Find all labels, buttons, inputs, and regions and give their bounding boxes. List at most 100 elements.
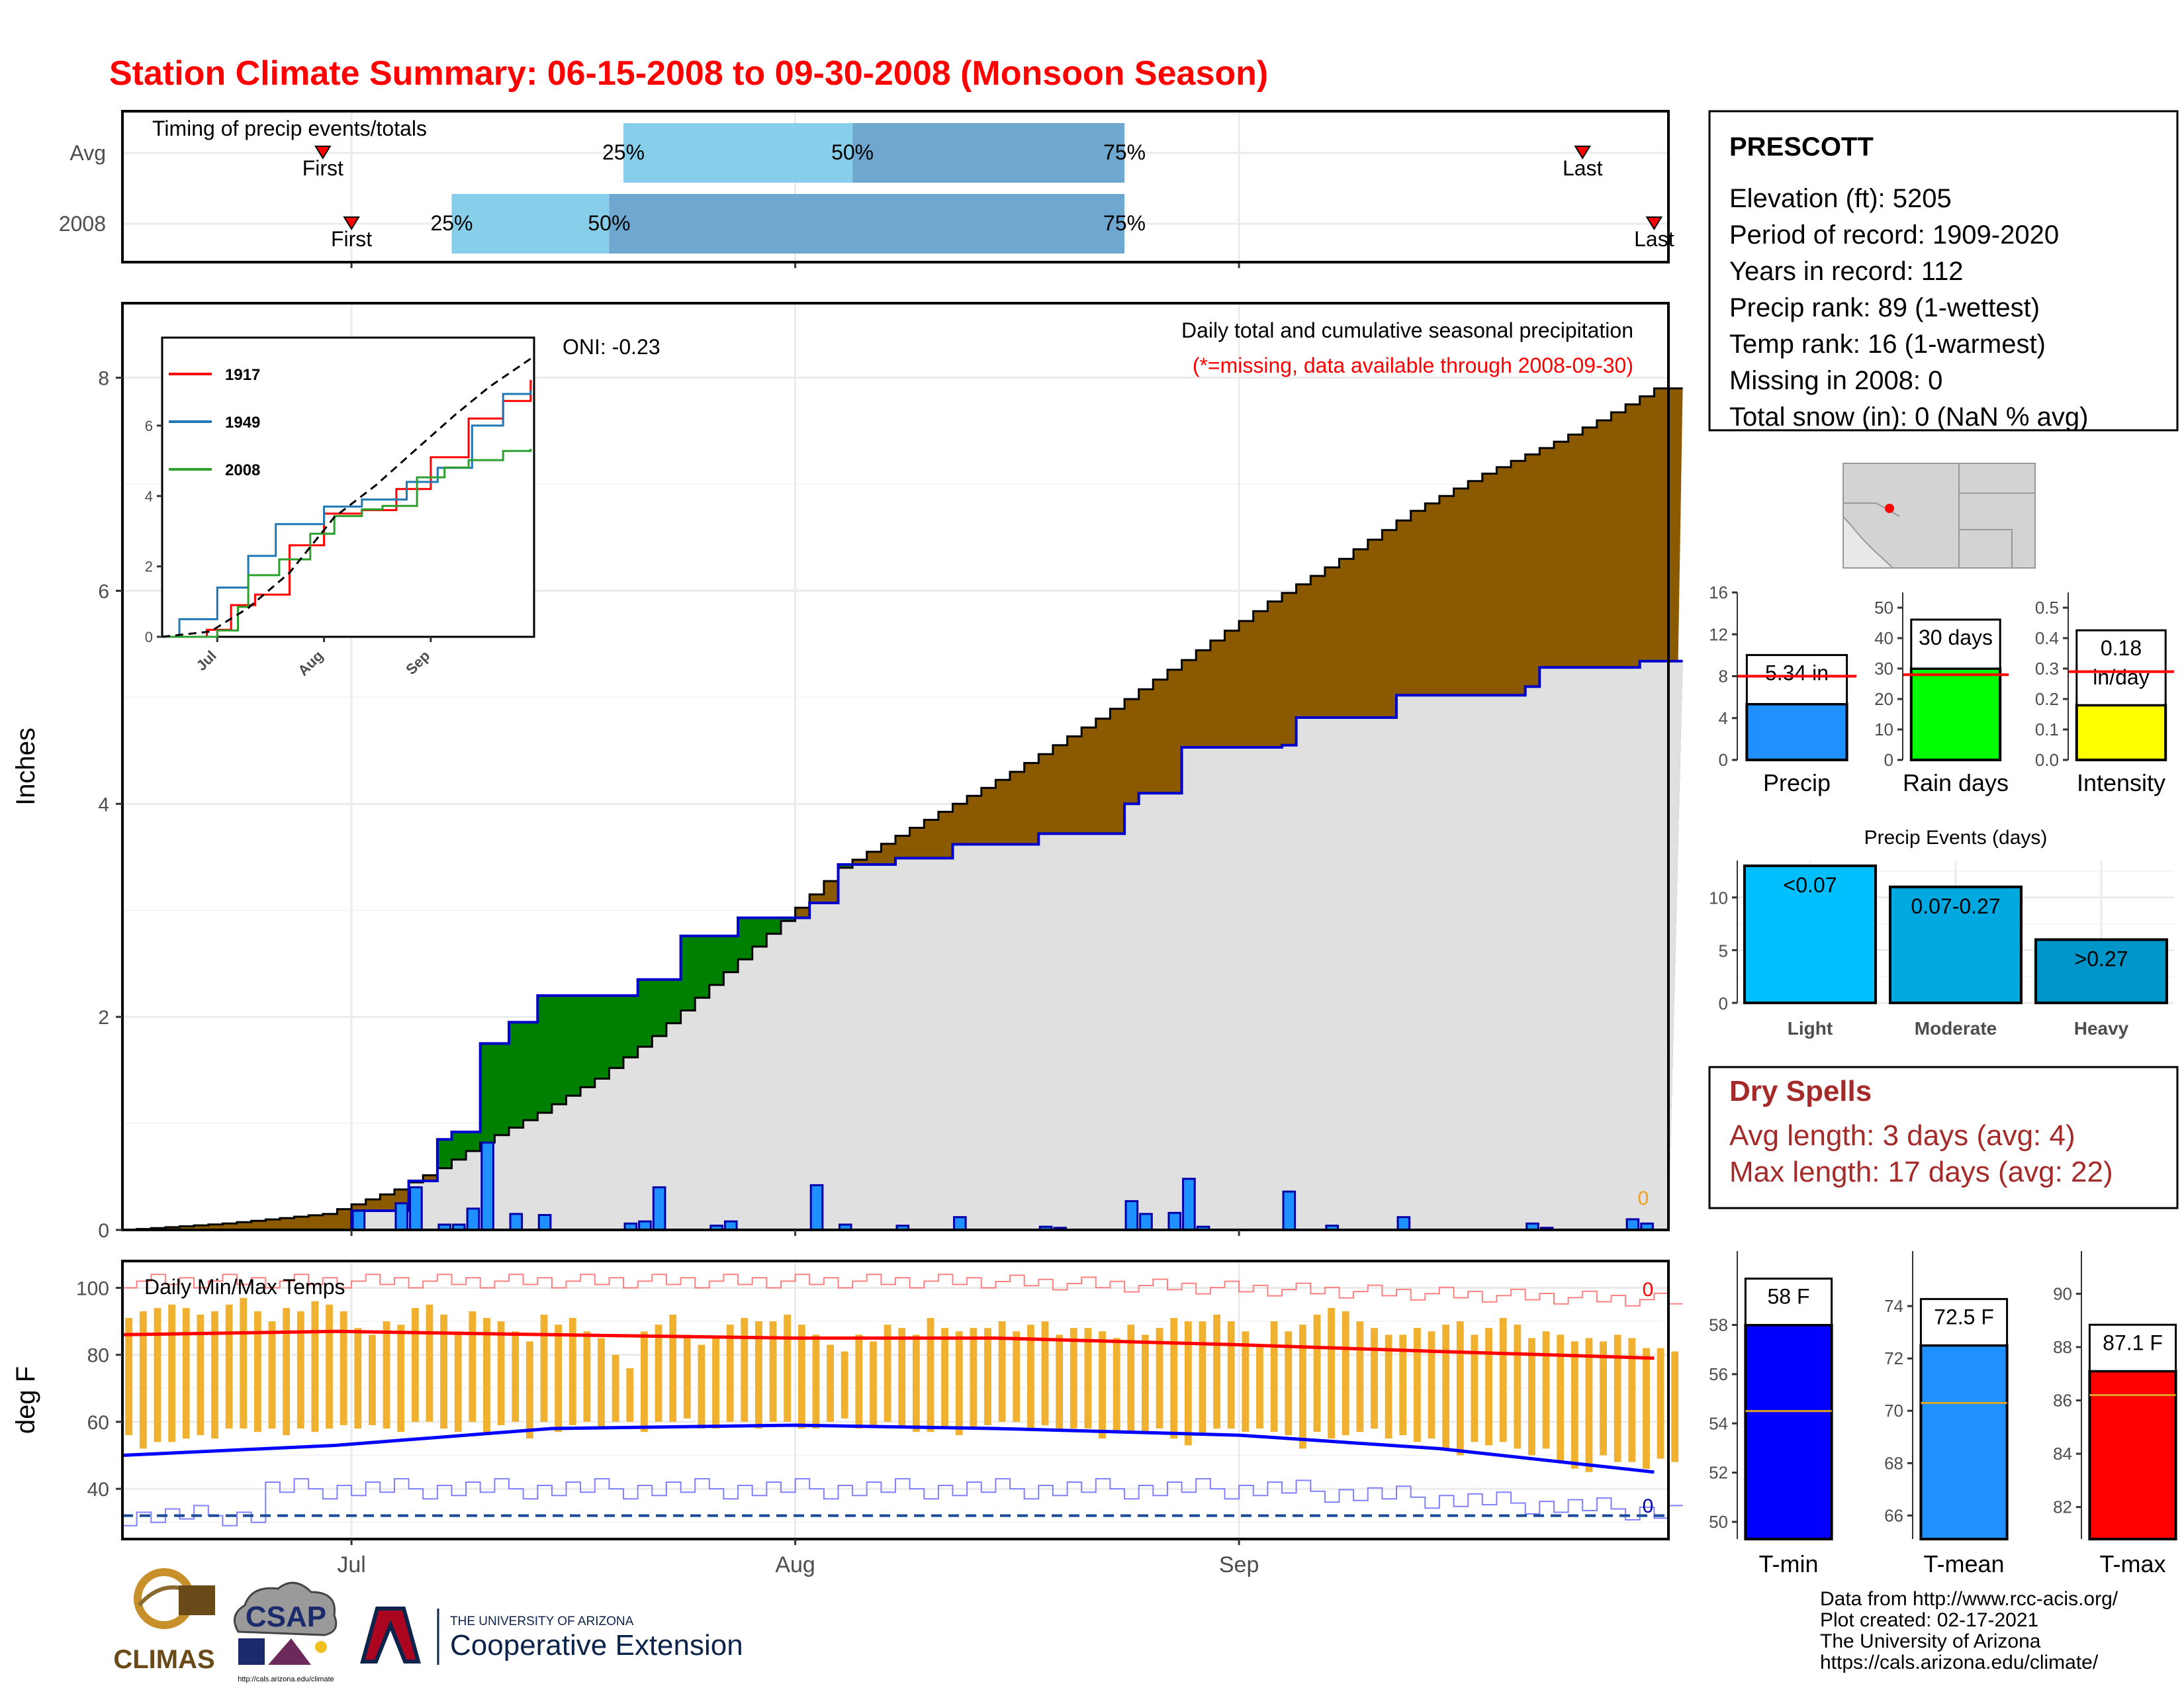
- daily-temp-bar: [898, 1328, 906, 1429]
- daily-temp-bar: [598, 1338, 605, 1429]
- inset-ytick-label: 6: [145, 418, 153, 434]
- precip-ytick-label: 8: [98, 368, 109, 390]
- timing-q25-label: 25%: [430, 211, 473, 235]
- precip-ytick-label: 2: [98, 1007, 109, 1029]
- daily-temp-bar: [211, 1311, 218, 1439]
- mini-value-label: 0.18: [2101, 636, 2142, 660]
- daily-precip-bar: [1182, 1178, 1196, 1231]
- daily-temp-bar: [483, 1318, 490, 1436]
- inset-ytick-label: 2: [145, 559, 153, 575]
- dry-spells-max-length: Max length: 17 days (avg: 22): [1729, 1156, 2113, 1188]
- daily-temp-bar: [1614, 1335, 1621, 1462]
- precip-events-chart: Precip Events (days) 0 5 10 <0.07 Light 0.07-…: [1709, 827, 2174, 1039]
- timing-first-marker: [343, 216, 360, 230]
- mini-ytick-label: 40: [1874, 628, 1893, 648]
- daily-temp-bar: [253, 1311, 261, 1432]
- daily-temp-bar: [268, 1321, 276, 1429]
- mini-ytick-label: 68: [1884, 1453, 1903, 1473]
- mini-ytick-label: 50: [1874, 598, 1893, 618]
- temp-ytick-label: 80: [87, 1345, 109, 1367]
- daily-temp-bar: [955, 1331, 963, 1436]
- events-bar-label: >0.27: [2075, 947, 2128, 970]
- station-name: PRESCOTT: [1729, 132, 1874, 162]
- daily-temp-bar: [1113, 1338, 1120, 1432]
- mini-ytick-label: 0.5: [2035, 598, 2059, 618]
- mini-ytick-label: 10: [1874, 720, 1893, 739]
- events-bar-label: 0.07-0.27: [1911, 894, 2000, 918]
- daily-precip-bar: [1167, 1211, 1182, 1231]
- daily-temp-bar: [1298, 1325, 1306, 1449]
- daily-temp-bar: [168, 1304, 176, 1442]
- mini-label-box: [1745, 654, 1848, 706]
- daily-temp-bar: [698, 1344, 705, 1429]
- timing-last-label: Last: [1563, 156, 1603, 180]
- inset-ytick-label: 4: [145, 488, 153, 504]
- oni-value: ONI: -0.23: [563, 335, 660, 359]
- timing-bar-50-75: [609, 194, 1125, 254]
- mini-chart-t-min: 50 52 54 56 58 58 F T-min: [1709, 1251, 1840, 1577]
- daily-temp-bar: [296, 1311, 304, 1429]
- mini-ytick-label: 16: [1709, 583, 1728, 602]
- precip-ytick-label: 4: [98, 794, 109, 816]
- climas-logo: CLIMAS: [113, 1568, 215, 1674]
- timing-q50-label: 50%: [831, 140, 874, 164]
- mini-chart-t-max: 82 84 86 88 90 87.1 F T-max: [2053, 1251, 2184, 1577]
- mini-value-bar: [1919, 1344, 2009, 1540]
- daily-temp-bar: [139, 1311, 147, 1449]
- daily-temp-bar: [369, 1335, 376, 1425]
- temp-ytick-label: 100: [76, 1278, 109, 1299]
- figure-title: Station Climate Summary: 06-15-2008 to 0…: [109, 54, 1268, 93]
- daily-temp-bar: [125, 1318, 133, 1436]
- daily-temp-bar: [1413, 1328, 1421, 1442]
- station-temp-rank: Temp rank: 16 (1-warmest): [1729, 330, 2046, 359]
- daily-temp-bar: [683, 1335, 691, 1419]
- mini-ytick-label: 0.1: [2035, 720, 2059, 739]
- ua-line-2: Cooperative Extension: [450, 1629, 743, 1662]
- mini-ytick-label: 72: [1884, 1348, 1903, 1368]
- precip-ytick-label: 6: [98, 581, 109, 602]
- station-missing: Missing in 2008: 0: [1729, 366, 1942, 395]
- precip-events-title: Precip Events (days): [1864, 827, 2048, 849]
- daily-temp-bar: [1442, 1325, 1450, 1449]
- daily-temp-bar: [182, 1307, 190, 1439]
- mini-ytick-label: 12: [1709, 624, 1728, 644]
- mini-category-label: T-mean: [1923, 1550, 2004, 1577]
- daily-precip-bar: [509, 1213, 523, 1231]
- tmax_avg-line: [122, 1329, 1655, 1360]
- timing-first-label: First: [331, 227, 372, 251]
- daily-precip-bar: [953, 1216, 967, 1231]
- daily-precip-bar: [1282, 1190, 1297, 1231]
- temp-panel-title: Daily Min/Max Temps: [144, 1275, 345, 1299]
- mini-value-label: 87.1 F: [2103, 1331, 2163, 1354]
- dry-spells-avg-length: Avg length: 3 days (avg: 4): [1729, 1119, 2075, 1152]
- daily-temp-bar: [927, 1318, 934, 1432]
- mini-ytick-label: 0: [1719, 750, 1728, 770]
- daily-temp-bar: [669, 1314, 677, 1422]
- events-ytick-label: 10: [1709, 888, 1728, 908]
- daily-temp-bar: [1657, 1348, 1664, 1459]
- daily-temp-bar: [984, 1328, 991, 1425]
- mini-label-box: [1919, 1297, 2009, 1346]
- daily-temp-bar: [1026, 1325, 1034, 1429]
- mini-label-box: [1910, 618, 2001, 670]
- mini-value-bar: [1745, 702, 1848, 762]
- mini-value-bar: [2088, 1370, 2177, 1540]
- csap-logo: CSAP http://cals.arizona.edu/climate: [233, 1581, 338, 1683]
- mini-ytick-label: 52: [1709, 1463, 1728, 1483]
- daily-temp-bar: [726, 1325, 734, 1422]
- daily-temp-bar: [397, 1325, 405, 1432]
- daily-temp-bar: [225, 1304, 233, 1429]
- daily-temp-bar: [1013, 1331, 1021, 1422]
- daily-temp-bar: [626, 1368, 634, 1422]
- station-precip-rank: Precip rank: 89 (1-wettest): [1729, 293, 2040, 322]
- timing-q50-label: 50%: [588, 211, 630, 235]
- daily-precip-bar: [1625, 1218, 1640, 1231]
- mini-category-label: Rain days: [1903, 769, 2009, 796]
- daily-temp-bar: [383, 1321, 390, 1429]
- daily-precip-bar: [1124, 1200, 1139, 1231]
- precip-ytick-label: 0: [98, 1220, 109, 1242]
- temp-ytick-label: 60: [87, 1412, 109, 1434]
- footer-url: https://cals.arizona.edu/climate/: [1820, 1652, 2099, 1673]
